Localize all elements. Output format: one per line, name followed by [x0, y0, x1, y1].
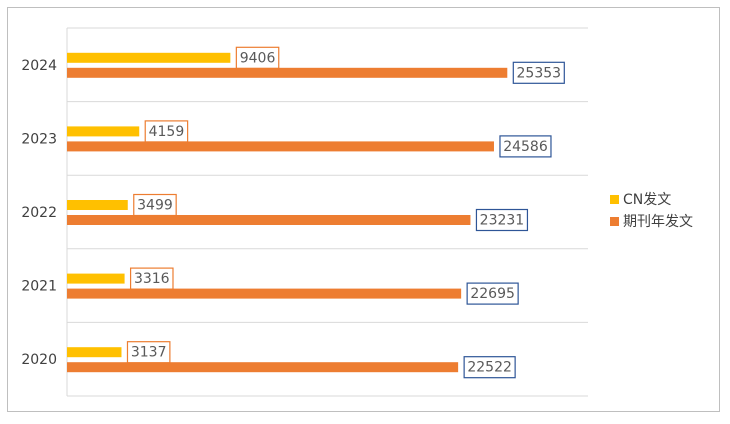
bar-journal: [67, 141, 494, 152]
category-labels: 2024 2023 2022 2021 2020: [21, 58, 57, 368]
data-labels: 9406 25353 4159 24586 3499 23231 3316 22695 3137…: [126, 46, 565, 379]
gridlines: [67, 27, 588, 397]
legend-swatch-cn: [610, 194, 619, 204]
bar-journal: [67, 288, 462, 299]
category-label: 2024: [21, 58, 57, 74]
data-label-box-journal: [512, 61, 565, 84]
bar-journal: [67, 215, 471, 225]
category-label: 2020: [21, 352, 57, 368]
data-label-cn: 4159: [149, 124, 185, 140]
bar-cn: [67, 52, 231, 63]
data-label-journal: 24586: [503, 139, 548, 155]
category-label: 2023: [21, 131, 57, 147]
legend-item-cn: CN发文: [610, 188, 693, 210]
data-label-journal: 22522: [467, 360, 512, 376]
bar-cn: [67, 126, 140, 137]
data-label-journal: 23231: [480, 213, 525, 229]
data-label-box-journal: [499, 135, 552, 158]
bars-group: [67, 52, 508, 373]
data-label-cn: 9406: [240, 50, 276, 66]
data-label-journal: 25353: [517, 65, 562, 81]
data-label-cn: 3499: [137, 198, 173, 214]
data-label-journal: 22695: [470, 286, 515, 302]
data-label-cn: 3316: [134, 271, 170, 287]
bar-cn: [67, 347, 122, 358]
bar-journal: [67, 362, 459, 373]
data-label-box-cn: [133, 193, 177, 217]
category-label: 2021: [21, 279, 57, 295]
data-label-box-journal: [463, 356, 516, 379]
legend-item-journal: 期刊年发文: [610, 210, 693, 232]
data-label-cn: 3137: [131, 345, 167, 361]
category-label: 2022: [21, 205, 57, 221]
legend-label-cn: CN发文: [623, 192, 672, 208]
legend-label-journal: 期刊年发文: [623, 214, 693, 230]
data-label-box-cn: [144, 120, 189, 143]
data-label-box-journal: [466, 282, 519, 305]
legend: CN发文 期刊年发文: [610, 188, 693, 232]
bar-cn: [67, 200, 128, 210]
data-label-box-cn: [235, 46, 280, 69]
bar-cn: [67, 273, 125, 284]
data-label-box-journal: [475, 208, 529, 232]
data-label-box-cn: [126, 341, 171, 364]
legend-swatch-journal: [610, 216, 619, 226]
bar-journal: [67, 67, 508, 78]
data-label-box-cn: [129, 267, 174, 290]
